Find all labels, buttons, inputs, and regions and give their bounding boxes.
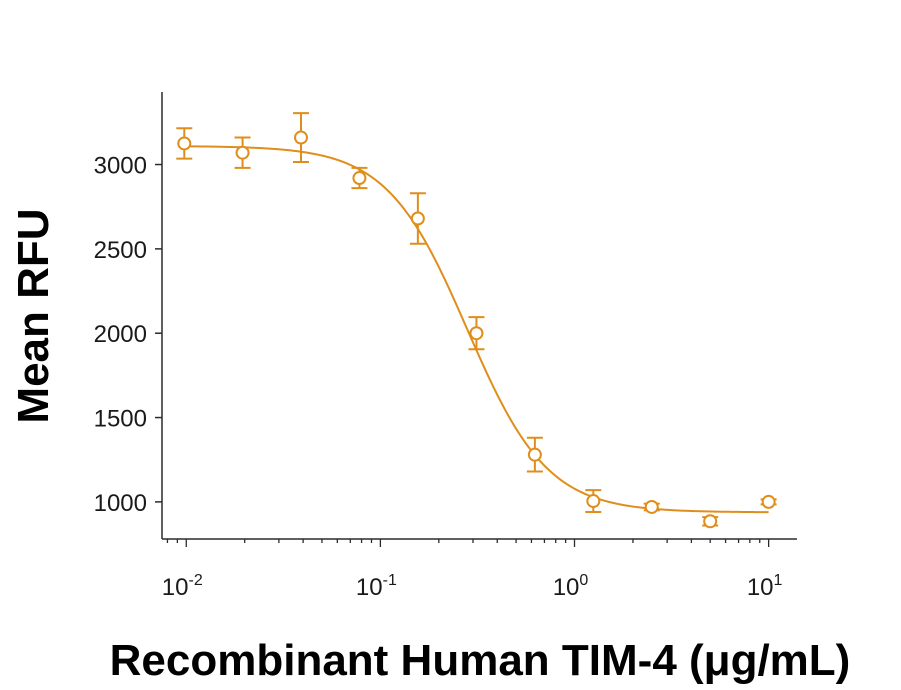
x-tick-label: 100 xyxy=(553,572,589,601)
point-marker xyxy=(644,499,659,514)
point-marker xyxy=(469,326,484,341)
x-tick-label: 10-2 xyxy=(162,572,203,601)
point-marker xyxy=(761,494,776,509)
x-axis-title: Recombinant Human TIM-4 (μg/mL) xyxy=(110,636,851,685)
y-tick-label: 2000 xyxy=(94,321,147,348)
point-marker xyxy=(293,130,308,145)
point-marker xyxy=(352,171,367,186)
y-tick-label: 1000 xyxy=(94,490,147,517)
y-tick-label: 1500 xyxy=(94,406,147,433)
data-point xyxy=(234,136,251,169)
data-point xyxy=(409,192,426,245)
point-marker xyxy=(703,514,718,529)
y-tick-label: 3000 xyxy=(94,153,147,180)
point-marker xyxy=(586,494,601,509)
x-tick-label: 10-1 xyxy=(356,572,397,601)
data-point xyxy=(585,489,602,514)
y-ticks: 1000 1500 2000 2500 3000 xyxy=(94,153,162,517)
x-ticks: 10-2 10-1 100 101 xyxy=(162,539,783,601)
data-point xyxy=(702,514,719,529)
data-point xyxy=(643,499,660,514)
point-marker xyxy=(410,211,425,226)
data-point xyxy=(292,112,309,164)
x-tick-label: 101 xyxy=(747,572,783,601)
point-marker xyxy=(235,145,250,160)
y-tick-label: 2500 xyxy=(94,237,147,264)
data-point xyxy=(526,436,543,473)
data-point xyxy=(351,166,368,190)
point-marker xyxy=(177,136,192,151)
data-point xyxy=(176,127,193,160)
y-axis-title: Mean RFU xyxy=(9,208,58,423)
data-point xyxy=(468,316,485,351)
axes xyxy=(161,92,797,540)
data-point xyxy=(760,494,777,509)
data-points xyxy=(176,112,777,529)
point-marker xyxy=(527,447,542,462)
